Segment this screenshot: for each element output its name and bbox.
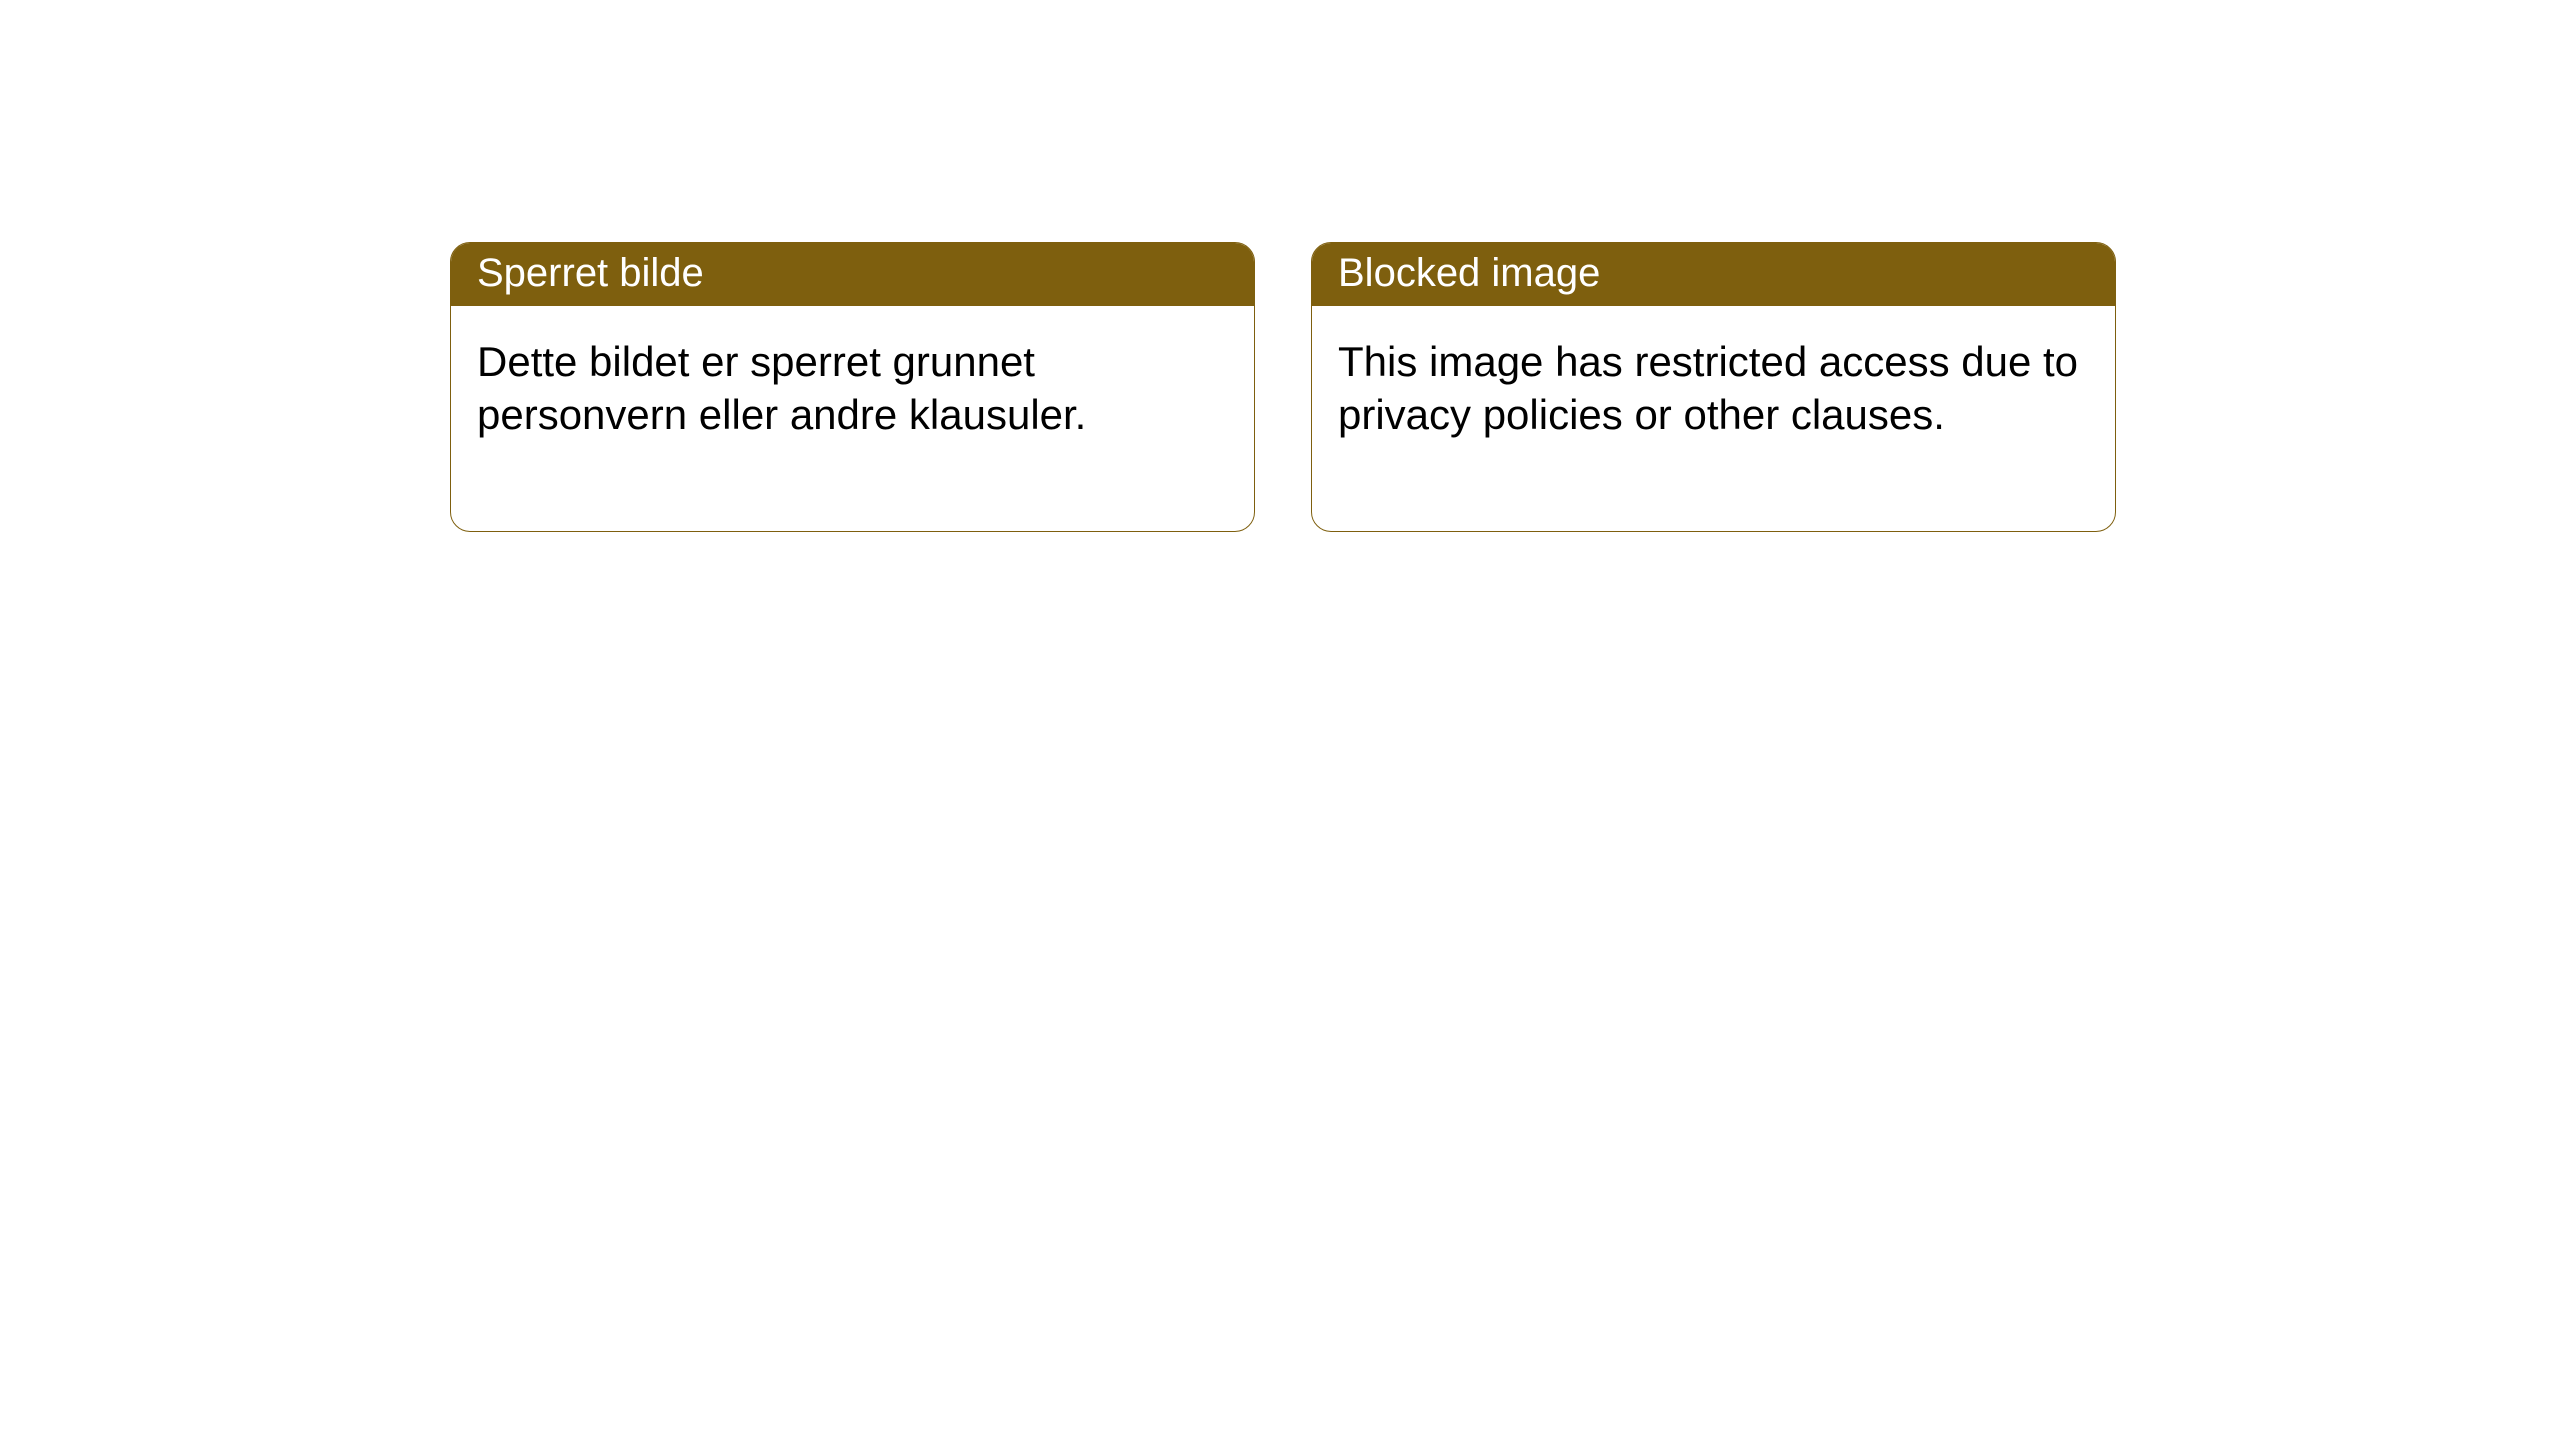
notice-card-norwegian: Sperret bilde Dette bildet er sperret gr… — [450, 242, 1255, 532]
notice-container: Sperret bilde Dette bildet er sperret gr… — [0, 0, 2560, 532]
notice-header: Sperret bilde — [451, 243, 1254, 306]
notice-body: Dette bildet er sperret grunnet personve… — [451, 306, 1254, 531]
notice-body: This image has restricted access due to … — [1312, 306, 2115, 531]
notice-header: Blocked image — [1312, 243, 2115, 306]
notice-card-english: Blocked image This image has restricted … — [1311, 242, 2116, 532]
